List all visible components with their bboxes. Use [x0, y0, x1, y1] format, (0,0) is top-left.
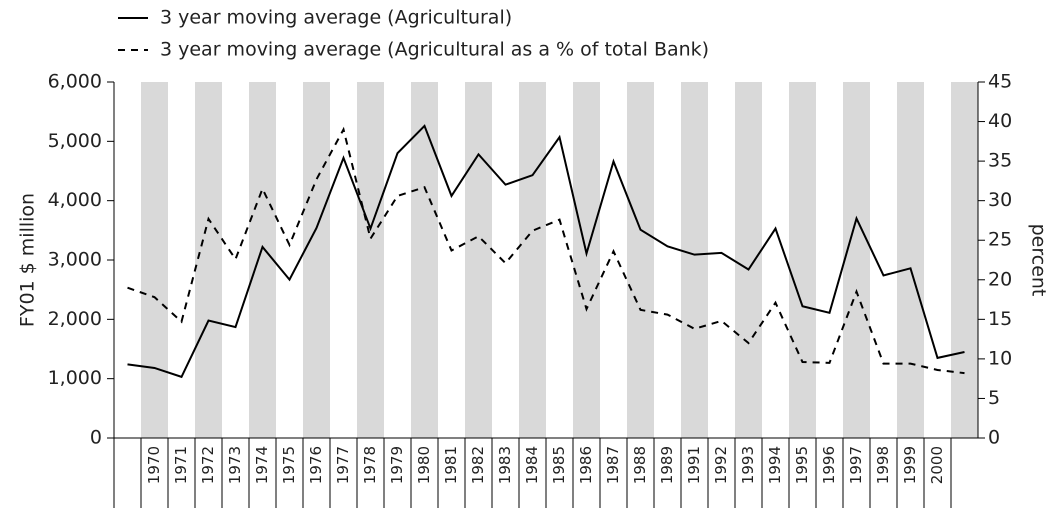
band — [789, 82, 816, 438]
y-tick-label: 6,000 — [48, 71, 102, 93]
band — [303, 82, 330, 438]
band — [141, 82, 168, 438]
x-tick-label: 1988 — [631, 446, 649, 484]
y-axis-label: FY01 $ million — [17, 193, 39, 327]
x-tick-label: 1975 — [280, 446, 298, 484]
x-tick-label: 1991 — [685, 446, 703, 484]
y2-tick-label: 5 — [988, 387, 1000, 409]
x-tick-label: 1984 — [523, 446, 541, 484]
band — [573, 82, 600, 438]
y2-tick-label: 15 — [988, 308, 1012, 330]
y2-tick-label: 0 — [988, 427, 1000, 449]
band — [195, 82, 222, 438]
y2-tick-label: 30 — [988, 189, 1012, 211]
x-tick-label: 1987 — [604, 446, 622, 484]
x-tick-label: 1976 — [307, 446, 325, 484]
series-line — [127, 126, 965, 375]
band — [627, 82, 654, 438]
x-tick-label: 1995 — [793, 446, 811, 484]
x-tick-label: 1985 — [550, 446, 568, 484]
x-tick-label: 1970 — [145, 446, 163, 484]
legend-label: 3 year moving average (Agricultural) — [160, 7, 512, 29]
x-tick-label: 1996 — [820, 446, 838, 484]
x-tick-label: 1974 — [253, 446, 271, 484]
y-tick-label: 1,000 — [48, 367, 102, 389]
x-tick-label: 1983 — [496, 446, 514, 484]
x-tick-label: 1978 — [361, 446, 379, 484]
x-tick-label: 1992 — [712, 446, 730, 484]
band — [357, 82, 384, 438]
y2-tick-label: 45 — [988, 71, 1012, 93]
band — [249, 82, 276, 438]
band — [735, 82, 762, 438]
y-tick-label: 4,000 — [48, 189, 102, 211]
x-tick-label: 1979 — [388, 446, 406, 484]
band — [411, 82, 438, 438]
y2-tick-label: 25 — [988, 229, 1012, 251]
x-tick-label: 1977 — [334, 446, 352, 484]
y2-tick-label: 20 — [988, 268, 1012, 290]
x-tick-label: 1986 — [577, 446, 595, 484]
x-tick-label: 1980 — [415, 446, 433, 484]
x-tick-label: 1982 — [469, 446, 487, 484]
x-tick-label: 1972 — [199, 446, 217, 484]
y-tick-label: 2,000 — [48, 308, 102, 330]
series-line — [127, 124, 965, 379]
y-tick-label: 3,000 — [48, 249, 102, 271]
x-tick-label: 1998 — [874, 446, 892, 484]
band — [681, 82, 708, 438]
x-tick-label: 1997 — [847, 446, 865, 484]
x-tick-label: 1993 — [739, 446, 757, 484]
x-tick-label: 1994 — [766, 446, 784, 484]
x-tick-label: 1973 — [226, 446, 244, 484]
y2-axis-label: percent — [1028, 224, 1050, 297]
x-tick-label: 1971 — [172, 446, 190, 484]
y-tick-label: 5,000 — [48, 130, 102, 152]
band — [519, 82, 546, 438]
y2-tick-label: 40 — [988, 110, 1012, 132]
band — [951, 82, 978, 438]
y-tick-label: 0 — [90, 427, 102, 449]
band — [843, 82, 870, 438]
x-tick-label: 1999 — [901, 446, 919, 484]
y2-tick-label: 10 — [988, 347, 1012, 369]
x-tick-label: 2000 — [928, 446, 946, 484]
x-tick-label: 1981 — [442, 446, 460, 484]
y2-tick-label: 35 — [988, 150, 1012, 172]
x-tick-label: 1989 — [658, 446, 676, 484]
band — [897, 82, 924, 438]
legend-label: 3 year moving average (Agricultural as a… — [160, 39, 709, 61]
band — [465, 82, 492, 438]
